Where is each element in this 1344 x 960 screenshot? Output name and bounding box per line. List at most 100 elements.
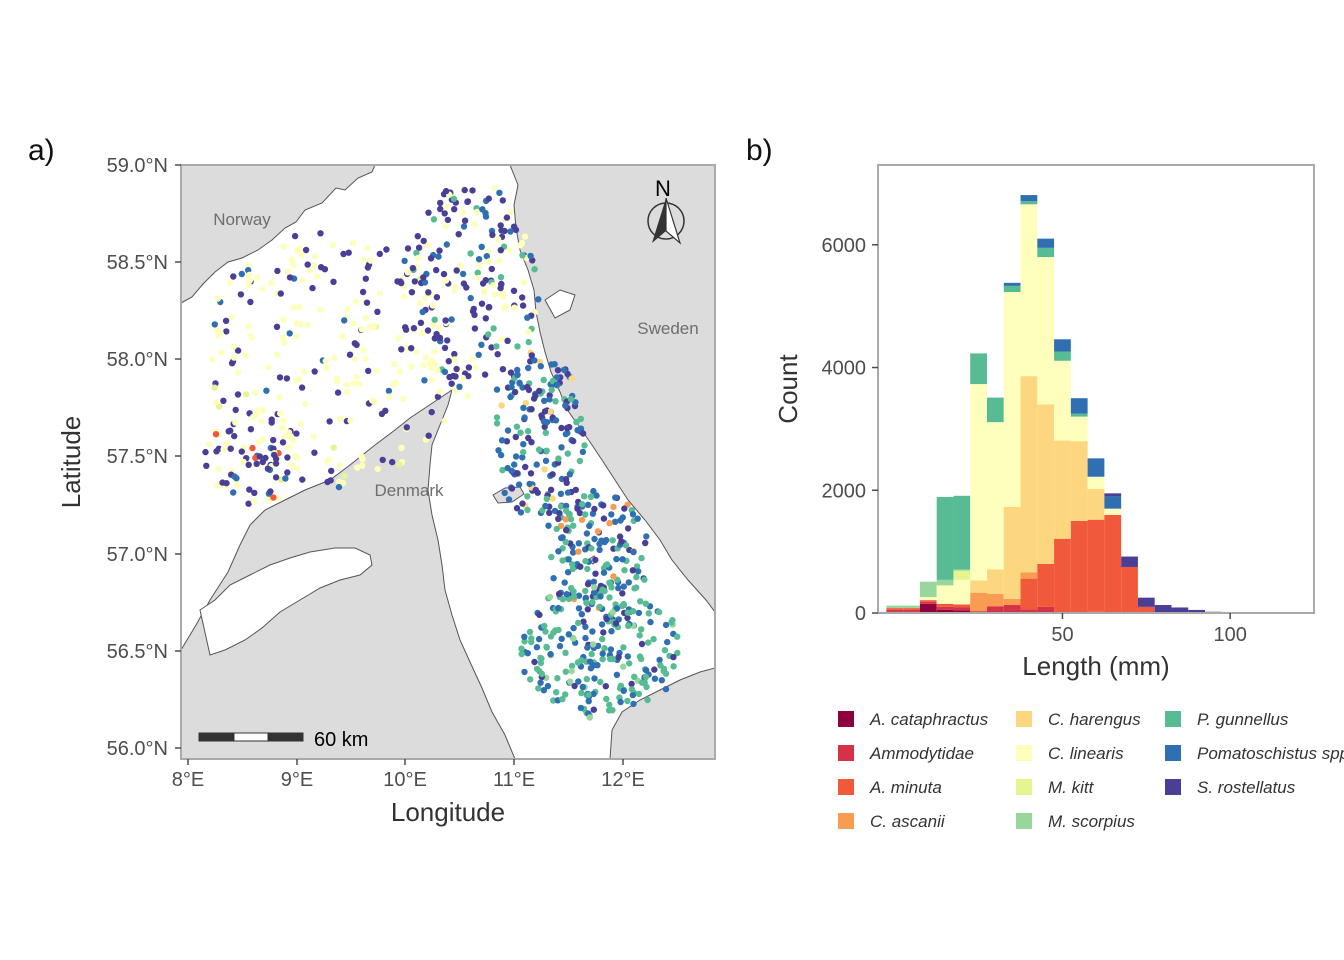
sample-point	[637, 598, 644, 605]
sample-point	[493, 414, 501, 421]
hist-bar-segment	[1137, 606, 1155, 613]
sample-point	[362, 355, 369, 362]
sample-point	[612, 494, 619, 501]
sample-point	[590, 589, 598, 596]
legend-item: Pomatoschistus spp.	[1165, 744, 1344, 763]
hist-bar-segment	[1121, 566, 1138, 613]
sample-point	[574, 505, 581, 512]
sample-point	[276, 394, 283, 401]
sample-point	[547, 486, 555, 493]
map-y-axis-title: Latitude	[56, 416, 86, 509]
sample-point	[619, 514, 626, 521]
legend-label: A. minuta	[869, 778, 942, 797]
sample-point	[575, 619, 582, 627]
hist-bar-segment	[936, 579, 954, 586]
sample-point	[341, 317, 348, 324]
sample-point	[343, 381, 351, 388]
hist-x-axis-title: Length (mm)	[1022, 651, 1169, 681]
sample-point	[521, 233, 529, 240]
sample-point	[525, 328, 532, 335]
map-x-axis-title: Longitude	[391, 797, 505, 827]
map-x-tick-label: 10°E	[383, 769, 427, 791]
hist-bar-segment	[1104, 514, 1122, 613]
sample-point	[582, 594, 590, 601]
sample-point	[578, 501, 586, 508]
sample-point	[485, 331, 492, 338]
sample-point	[586, 522, 593, 530]
sample-point	[633, 584, 640, 591]
map-x-tick: 8°E	[172, 759, 204, 791]
sample-point	[386, 393, 393, 400]
sample-point	[545, 522, 552, 529]
hist-y-tick-label: 0	[855, 603, 866, 625]
hist-bar-segment	[1137, 597, 1155, 607]
sample-point	[298, 420, 305, 427]
sample-point	[490, 325, 497, 332]
sample-point	[528, 352, 535, 359]
sample-point	[522, 399, 529, 407]
sample-point	[379, 456, 386, 464]
sample-point	[227, 427, 234, 434]
sample-point	[513, 505, 521, 512]
sample-point	[565, 631, 572, 638]
sample-point	[651, 675, 659, 682]
sample-point	[535, 635, 543, 643]
sample-point	[311, 449, 318, 456]
sample-point	[542, 457, 550, 464]
sample-point	[572, 486, 579, 494]
panel-a-label: a)	[28, 134, 55, 167]
sample-point	[299, 476, 306, 483]
sample-point	[428, 376, 436, 383]
hist-bar-segment	[1003, 506, 1021, 599]
sample-point	[350, 320, 357, 327]
sample-point	[597, 678, 604, 686]
sample-point	[497, 274, 505, 281]
sample-point	[324, 478, 331, 486]
sample-point	[552, 627, 559, 634]
sample-point	[443, 241, 450, 248]
sample-point	[473, 208, 481, 216]
hist-bar-segment	[987, 422, 1004, 570]
sample-point	[642, 600, 649, 607]
sample-point	[572, 399, 579, 406]
sample-point	[543, 447, 550, 454]
sample-point	[569, 565, 577, 573]
sample-point	[409, 264, 417, 272]
sample-point	[561, 579, 568, 586]
hist-bar-segment	[936, 606, 954, 610]
sample-point	[445, 358, 452, 365]
legend-item: A. minuta	[838, 778, 942, 797]
sample-point	[421, 294, 429, 302]
sample-point	[631, 673, 638, 680]
sample-point	[464, 392, 471, 400]
sample-point	[442, 317, 449, 324]
sample-point	[586, 658, 594, 665]
sample-point	[511, 461, 518, 468]
sample-point	[537, 679, 544, 686]
sample-point	[628, 686, 636, 693]
sample-point	[284, 469, 291, 476]
sample-point	[587, 493, 595, 500]
sample-point	[620, 663, 627, 670]
sample-point	[518, 650, 525, 658]
sample-point	[279, 424, 287, 431]
map-y-tick: 59.0°N	[107, 155, 181, 177]
sample-point	[282, 475, 289, 482]
sample-point	[333, 375, 340, 382]
sample-point	[414, 233, 421, 240]
sample-point	[600, 502, 607, 509]
sample-point	[512, 226, 520, 234]
north-arrow-icon: N	[647, 176, 685, 245]
sample-point	[527, 676, 534, 683]
sample-point	[610, 503, 617, 511]
sample-point	[246, 277, 254, 284]
map-y-tick: 58.0°N	[107, 349, 181, 371]
sample-point	[507, 208, 514, 216]
sample-point	[514, 371, 521, 378]
sample-point	[656, 656, 663, 664]
sample-point	[478, 243, 485, 250]
sample-point	[317, 230, 324, 237]
sample-point	[382, 407, 389, 414]
sample-point	[624, 525, 632, 532]
sample-point	[563, 526, 570, 534]
